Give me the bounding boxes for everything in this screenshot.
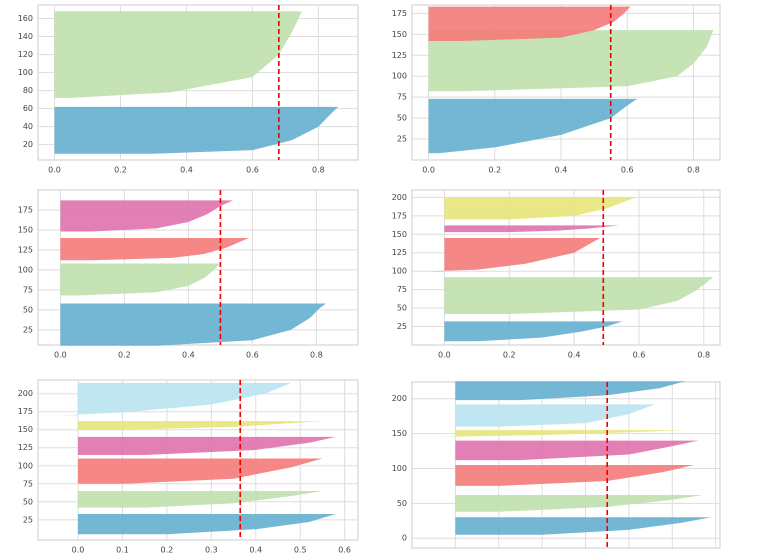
y-tick-label: 175 [392,9,407,18]
cluster-silhouette [60,237,250,261]
x-tick-label: 0.2 [114,166,127,175]
x-tick-label: 0.4 [182,351,195,360]
cluster-silhouette [455,517,712,535]
y-tick-label: 25 [23,325,33,334]
cluster-silhouette [455,404,655,427]
cluster-silhouette [428,98,638,154]
x-tick-label: 0.6 [246,351,259,360]
y-tick-label: 150 [392,429,407,438]
x-tick-label: 0.5 [294,546,307,553]
cluster-silhouette [78,421,323,430]
x-tick-label: 0.0 [422,166,435,175]
y-tick-label: 100 [392,72,407,81]
x-tick-label: 0.8 [697,351,710,360]
y-tick-label: 175 [18,205,33,214]
y-tick-label: 75 [23,285,33,294]
cluster-silhouette [60,263,221,296]
cluster-silhouette [60,382,292,416]
x-tick-label: 0.8 [687,166,700,175]
y-tick-label: 100 [18,68,33,77]
y-tick-label: 25 [23,515,33,524]
cluster-silhouette [78,514,336,535]
x-tick-label: 0.0 [48,166,61,175]
y-tick-label: 25 [397,135,407,144]
x-tick-label: 0.8 [312,166,325,175]
y-tick-label: 125 [392,248,407,257]
x-tick-label: 0.3 [205,546,218,553]
y-tick-label: 150 [18,425,33,434]
y-tick-label: 25 [397,322,407,331]
y-tick-label: 100 [18,265,33,274]
y-tick-label: 175 [18,407,33,416]
y-tick-label: 50 [23,497,33,506]
x-tick-label: 0.4 [249,546,262,553]
y-tick-label: 150 [18,225,33,234]
x-tick-label: 0.4 [555,166,568,175]
y-tick-label: 140 [18,32,33,41]
y-tick-label: 150 [392,230,407,239]
x-tick-label: 0.6 [246,166,259,175]
y-tick-label: 120 [18,50,33,59]
y-tick-label: 50 [397,499,407,508]
x-tick-label: 0.2 [118,351,131,360]
cluster-silhouette [444,197,636,220]
y-tick-label: 200 [392,394,407,403]
x-tick-label: 0.4 [568,351,581,360]
y-tick-label: 150 [392,30,407,39]
y-tick-label: 50 [23,305,33,314]
y-tick-label: 40 [23,122,33,131]
cluster-silhouette [455,494,703,512]
x-tick-label: 0.4 [180,166,193,175]
x-tick-label: 0.2 [503,351,516,360]
cluster-silhouette [78,458,323,484]
x-tick-label: 0.2 [161,546,174,553]
y-tick-label: 125 [392,51,407,60]
x-tick-label: 0.0 [438,351,451,360]
cluster-silhouette [444,225,620,233]
cluster-silhouette [455,440,699,461]
y-tick-label: 0 [402,534,407,543]
x-tick-label: 0.6 [338,546,351,553]
x-tick-label: 0.0 [54,351,67,360]
y-tick-label: 50 [397,114,407,123]
cluster-silhouette [60,200,234,232]
y-tick-label: 75 [23,479,33,488]
y-tick-label: 50 [397,304,407,313]
x-tick-label: 0.8 [310,351,323,360]
cluster-silhouette [428,30,714,92]
cluster-silhouette [455,465,694,486]
y-tick-label: 100 [392,267,407,276]
x-tick-label: 0.2 [488,166,501,175]
cluster-silhouette [428,237,601,272]
y-tick-label: 175 [392,211,407,220]
y-tick-label: 60 [23,104,33,113]
cluster-silhouette [54,11,302,98]
y-tick-label: 125 [18,245,33,254]
cluster-silhouette [78,490,323,508]
cluster-silhouette [455,381,686,401]
cluster-silhouette [60,303,327,346]
cluster-silhouette [444,321,623,342]
cluster-silhouette [428,6,631,42]
y-tick-label: 100 [18,461,33,470]
y-tick-label: 20 [23,140,33,149]
y-tick-label: 75 [397,93,407,102]
x-tick-label: 0.6 [621,166,634,175]
cluster-silhouette [54,106,339,154]
x-tick-label: 0.1 [116,546,129,553]
y-tick-label: 160 [18,14,33,23]
cluster-silhouette [444,277,714,314]
x-tick-label: 0.0 [72,546,85,553]
y-tick-label: 80 [23,86,33,95]
y-tick-label: 200 [18,389,33,398]
y-tick-label: 125 [18,443,33,452]
y-tick-label: 200 [392,193,407,202]
x-tick-label: 0.6 [633,351,646,360]
y-tick-label: 75 [397,285,407,294]
y-tick-label: 100 [392,464,407,473]
cluster-silhouette [78,436,336,455]
cluster-silhouette [429,430,686,438]
